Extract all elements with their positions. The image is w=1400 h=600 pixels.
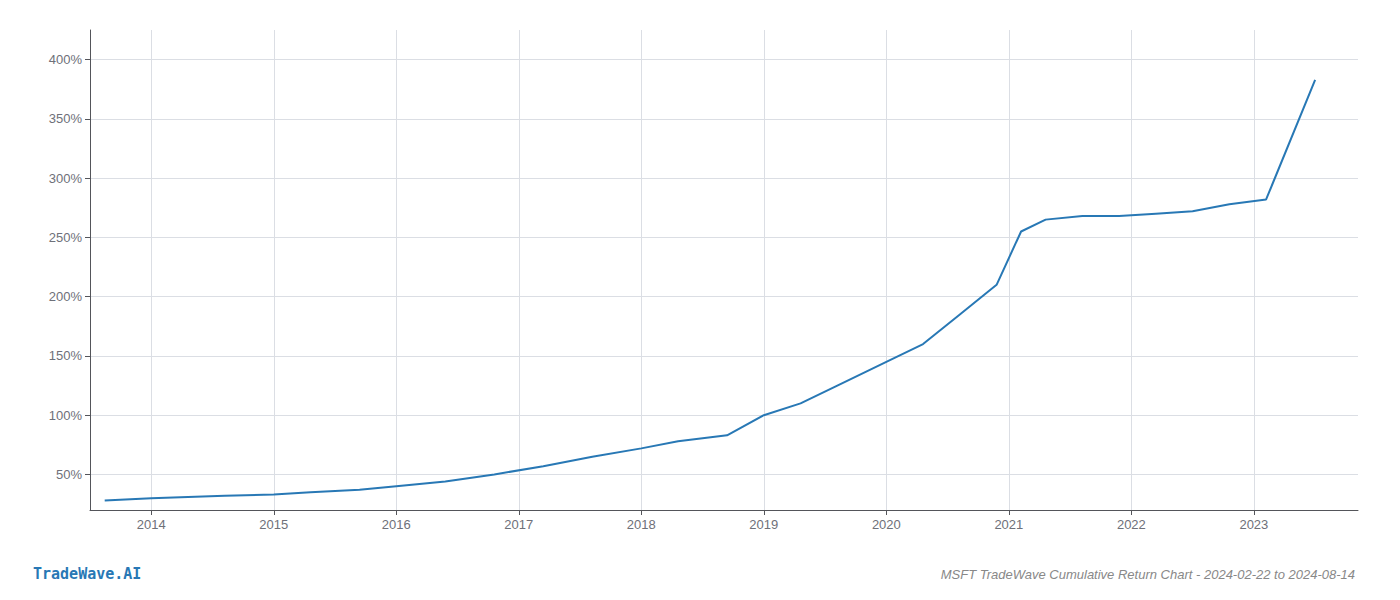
svg-text:TradeWave.AI: TradeWave.AI [33,565,141,583]
svg-text:2016: 2016 [382,517,411,532]
svg-text:2015: 2015 [259,517,288,532]
svg-text:100%: 100% [49,408,83,423]
svg-text:300%: 300% [49,171,83,186]
svg-text:2019: 2019 [749,517,778,532]
svg-text:2023: 2023 [1239,517,1268,532]
svg-text:250%: 250% [49,230,83,245]
svg-text:2017: 2017 [504,517,533,532]
svg-text:2022: 2022 [1117,517,1146,532]
svg-text:2020: 2020 [872,517,901,532]
svg-text:400%: 400% [49,52,83,67]
svg-text:150%: 150% [49,348,83,363]
svg-text:200%: 200% [49,289,83,304]
svg-text:2018: 2018 [627,517,656,532]
svg-text:50%: 50% [56,467,82,482]
svg-text:2021: 2021 [994,517,1023,532]
svg-text:350%: 350% [49,111,83,126]
svg-text:MSFT TradeWave Cumulative Retu: MSFT TradeWave Cumulative Return Chart -… [941,567,1355,582]
svg-text:2014: 2014 [137,517,166,532]
